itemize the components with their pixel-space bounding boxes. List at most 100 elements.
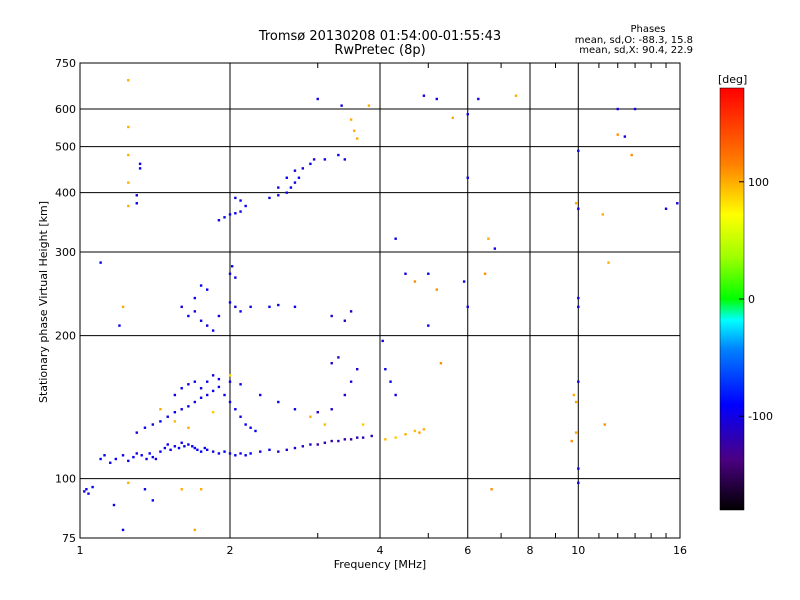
data-point	[404, 433, 407, 436]
data-point	[466, 113, 469, 116]
data-point	[159, 420, 162, 423]
data-point	[574, 400, 578, 404]
data-point	[323, 423, 327, 426]
data-point	[570, 439, 573, 443]
y-tick-label: 100	[55, 473, 76, 486]
data-point	[277, 400, 280, 404]
legend-line-x-mode: mean, sd,X: 90.4, 22.9	[579, 45, 693, 56]
data-point	[244, 423, 247, 426]
data-point	[330, 408, 333, 411]
data-point	[244, 204, 247, 208]
data-point	[85, 488, 88, 491]
colorbar-tick-label: -100	[748, 410, 773, 423]
data-point	[205, 393, 209, 397]
data-point	[323, 441, 327, 444]
data-point	[173, 420, 177, 423]
data-point	[404, 272, 407, 275]
data-point	[490, 488, 493, 491]
data-point	[228, 400, 232, 404]
data-point	[466, 176, 469, 179]
data-point	[259, 393, 262, 397]
data-point	[177, 446, 181, 450]
data-point	[159, 450, 162, 453]
data-point	[574, 202, 578, 205]
data-point	[217, 219, 221, 222]
data-point	[254, 429, 257, 433]
data-point	[211, 329, 215, 332]
data-point	[217, 452, 221, 455]
data-point	[330, 362, 333, 365]
data-point	[205, 288, 209, 291]
data-point	[277, 194, 280, 197]
data-point	[249, 305, 252, 309]
data-point	[466, 305, 469, 309]
data-point	[234, 454, 237, 457]
data-point	[289, 186, 293, 189]
data-point	[127, 459, 130, 463]
data-point	[187, 314, 190, 318]
data-point	[268, 448, 271, 452]
data-point	[309, 415, 312, 418]
data-point	[297, 176, 301, 179]
data-point	[199, 284, 203, 287]
data-point	[234, 276, 237, 279]
data-point	[121, 305, 125, 309]
data-point	[187, 383, 190, 386]
data-point	[285, 176, 288, 179]
data-point	[234, 212, 237, 215]
data-point	[323, 158, 327, 161]
data-point	[601, 213, 605, 216]
data-point	[205, 448, 209, 452]
data-point	[435, 288, 438, 291]
data-point	[223, 393, 226, 397]
data-point	[355, 137, 359, 140]
data-point	[121, 454, 125, 457]
data-point	[413, 429, 417, 433]
data-point	[384, 367, 387, 371]
data-point	[577, 380, 580, 383]
data-point	[187, 405, 190, 408]
data-point	[487, 237, 490, 240]
data-point	[293, 181, 297, 184]
data-point	[183, 445, 186, 448]
y-tick-label: 400	[55, 187, 76, 200]
data-point	[217, 377, 221, 381]
data-point	[623, 135, 627, 138]
data-point	[203, 446, 206, 450]
data-point	[330, 314, 333, 318]
data-point	[355, 367, 359, 371]
colorbar-label: [deg]	[718, 73, 747, 86]
data-point	[173, 411, 177, 414]
chart-subtitle: RwPretec (8p)	[334, 43, 425, 58]
colorbar-ticks: 100 0 -100	[739, 176, 773, 423]
data-point	[577, 305, 580, 309]
data-point	[205, 380, 209, 383]
data-point	[293, 169, 297, 172]
data-point	[180, 488, 183, 491]
data-point	[630, 153, 633, 157]
data-point	[301, 445, 305, 448]
data-point	[422, 428, 426, 431]
data-point	[228, 380, 232, 383]
data-point	[211, 389, 215, 393]
data-point	[477, 97, 480, 101]
data-point	[145, 457, 148, 461]
data-point	[413, 280, 417, 283]
data-point	[277, 303, 280, 307]
data-point	[389, 380, 392, 383]
data-point	[343, 319, 347, 322]
data-point	[217, 314, 221, 318]
data-point	[285, 191, 288, 194]
data-point	[427, 324, 430, 327]
y-tick-label: 200	[55, 330, 76, 343]
data-point	[169, 448, 172, 452]
data-point	[121, 528, 125, 532]
data-point	[355, 436, 359, 439]
data-point	[187, 443, 190, 446]
data-point	[483, 272, 487, 275]
data-point	[228, 452, 232, 455]
data-point	[223, 450, 226, 453]
data-point	[330, 439, 333, 443]
data-point	[293, 446, 297, 450]
data-point	[316, 411, 319, 414]
